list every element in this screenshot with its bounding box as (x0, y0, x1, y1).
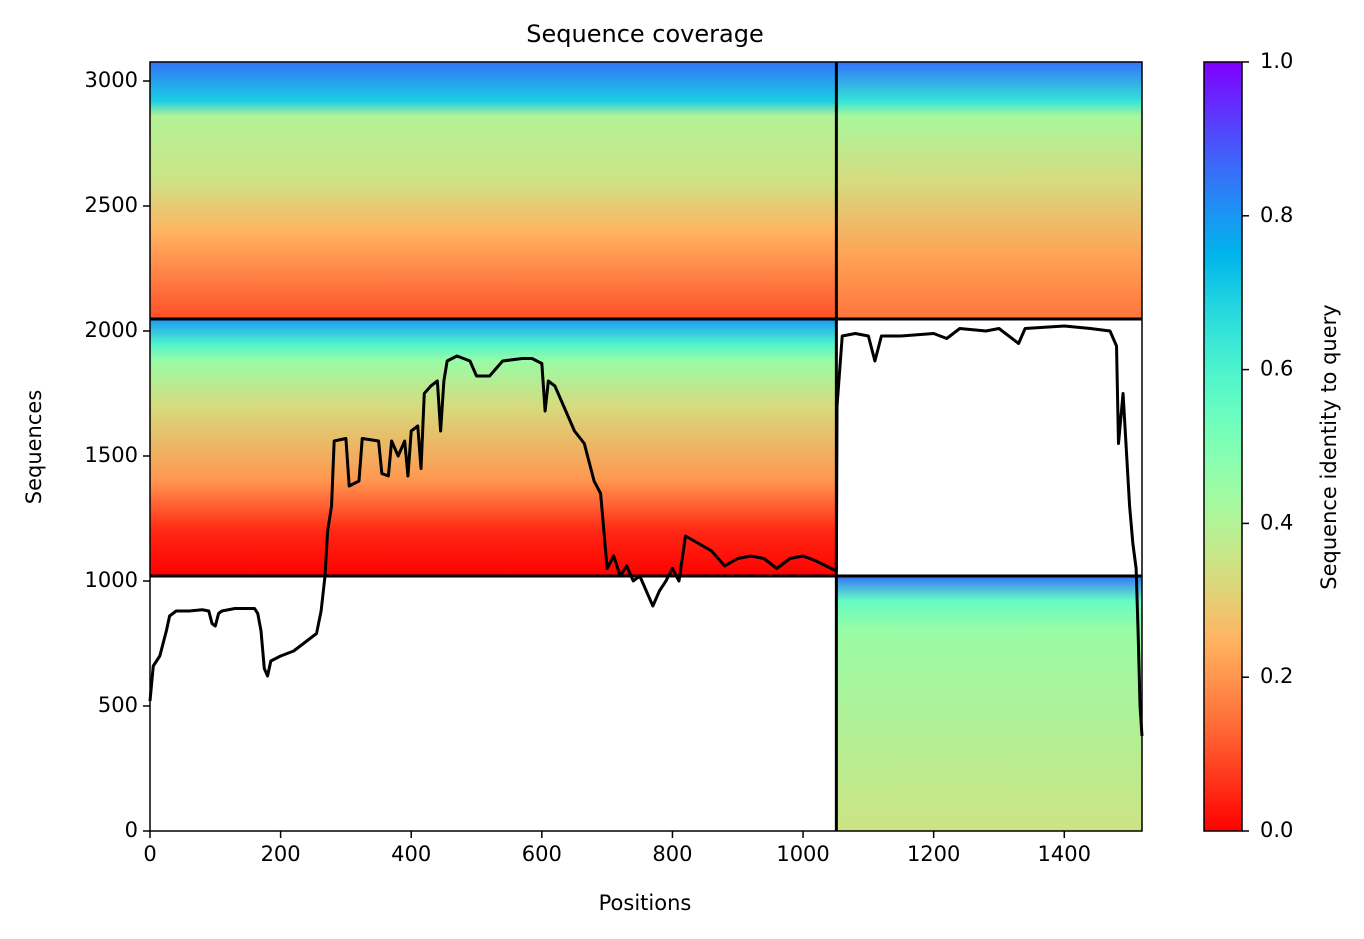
x-tick-label: 600 (522, 842, 562, 866)
x-tick-label: 1000 (776, 842, 829, 866)
x-tick-label: 1400 (1038, 842, 1091, 866)
chart-title: Sequence coverage (526, 20, 763, 48)
colorbar-tick-label: 1.0 (1260, 49, 1293, 73)
colorbar-tick-label: 0.0 (1260, 818, 1293, 842)
colorbar-tick-label: 0.2 (1260, 664, 1293, 688)
coverage-block (836, 62, 1142, 319)
y-tick-label: 2000 (85, 318, 138, 342)
coverage-block (836, 576, 1142, 831)
y-tick-label: 500 (98, 693, 138, 717)
colorbar-tick-label: 0.6 (1260, 357, 1293, 381)
y-axis-label: Sequences (22, 390, 46, 505)
colorbar-tick-label: 0.8 (1260, 203, 1293, 227)
colorbar (1203, 61, 1243, 832)
x-axis-label: Positions (599, 891, 692, 915)
y-tick-label: 1500 (85, 443, 138, 467)
x-tick-label: 800 (652, 842, 692, 866)
y-tick-label: 3000 (85, 68, 138, 92)
plot-frame (149, 61, 1143, 832)
x-tick-label: 200 (261, 842, 301, 866)
x-tick-label: 1200 (907, 842, 960, 866)
y-tick-label: 2500 (85, 193, 138, 217)
coverage-block (150, 319, 837, 576)
x-tick-label: 400 (391, 842, 431, 866)
coverage-block (150, 62, 837, 319)
x-tick-label: 0 (143, 842, 156, 866)
colorbar-label: Sequence identity to query (1317, 304, 1341, 589)
colorbar-tick-label: 0.4 (1260, 510, 1293, 534)
y-tick-label: 1000 (85, 568, 138, 592)
coverage-line (148, 324, 1144, 737)
y-tick-label: 0 (125, 818, 138, 842)
